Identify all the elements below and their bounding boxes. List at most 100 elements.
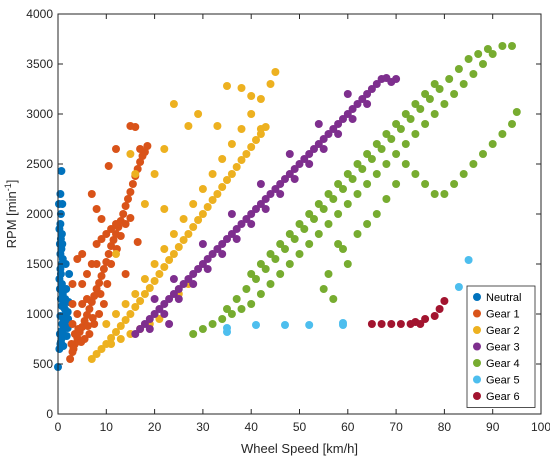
point-gear-1 [95, 279, 104, 287]
point-gear-4 [310, 215, 318, 223]
point-gear-1 [83, 295, 91, 303]
point-gear-2 [169, 230, 178, 238]
x-tick-label: 30 [196, 420, 210, 434]
point-gear-3 [136, 325, 145, 333]
point-gear-2 [237, 84, 246, 92]
legend-marker-gear-4 [473, 359, 481, 367]
point-gear-3 [247, 210, 256, 218]
point-gear-5 [464, 256, 473, 264]
point-gear-4 [261, 265, 270, 273]
point-neutral [62, 332, 71, 340]
point-gear-1 [92, 205, 101, 213]
point-gear-4 [339, 185, 347, 193]
point-gear-4 [358, 165, 367, 173]
point-gear-3 [213, 245, 222, 253]
point-gear-4 [266, 250, 275, 258]
point-gear-3 [256, 200, 265, 208]
point-gear-4 [339, 245, 347, 253]
point-gear-4 [469, 70, 478, 78]
point-neutral [57, 167, 66, 175]
point-gear-3 [242, 215, 251, 223]
point-gear-3 [198, 240, 207, 248]
point-gear-3 [174, 285, 183, 293]
point-neutral [58, 240, 67, 248]
point-gear-2 [189, 223, 198, 231]
point-gear-3 [227, 230, 236, 238]
point-gear-3 [295, 160, 304, 168]
point-gear-1 [97, 272, 106, 280]
legend-label-gear-1: Gear 1 [486, 309, 520, 321]
point-gear-4 [363, 180, 372, 188]
point-gear-4 [430, 190, 439, 198]
legend-marker-gear-6 [473, 392, 481, 400]
point-gear-4 [483, 45, 492, 53]
point-gear-5 [281, 321, 289, 329]
point-gear-4 [421, 120, 430, 128]
point-gear-1 [90, 320, 99, 328]
point-gear-1 [78, 250, 87, 258]
point-gear-4 [498, 42, 507, 50]
x-tick-label: 100 [531, 420, 550, 434]
point-gear-4 [198, 325, 207, 333]
point-gear-4 [208, 320, 217, 328]
point-gear-1 [92, 260, 101, 268]
point-gear-3 [276, 180, 285, 188]
point-gear-2 [266, 80, 275, 88]
point-gear-1 [99, 265, 108, 273]
point-gear-2 [150, 277, 159, 285]
x-tick-label: 20 [148, 420, 162, 434]
point-gear-4 [459, 170, 468, 178]
point-gear-2 [247, 92, 256, 100]
y-tick-label: 2500 [26, 157, 53, 171]
point-gear-6 [430, 312, 439, 320]
point-gear-2 [131, 170, 140, 178]
point-gear-3 [232, 235, 241, 243]
point-gear-2 [150, 260, 159, 268]
point-gear-4 [435, 85, 444, 93]
x-tick-label: 0 [55, 420, 62, 434]
point-gear-2 [194, 216, 203, 224]
point-gear-4 [450, 90, 459, 98]
point-gear-4 [459, 80, 468, 88]
point-gear-2 [237, 125, 246, 133]
point-gear-4 [276, 270, 285, 278]
point-gear-5 [223, 324, 231, 332]
point-gear-4 [295, 250, 304, 258]
legend-label-gear-6: Gear 6 [486, 391, 520, 403]
point-gear-2 [184, 122, 193, 130]
point-gear-1 [68, 280, 77, 288]
point-gear-4 [382, 195, 391, 203]
point-gear-4 [363, 220, 372, 228]
legend: Neutral Gear 1 Gear 2 Gear 3 Gear 4 Gear 5 Gea… [466, 285, 536, 408]
point-gear-1 [97, 215, 106, 223]
point-gear-1 [74, 325, 83, 333]
point-gear-4 [430, 80, 439, 88]
point-gear-4 [425, 95, 434, 103]
point-gear-4 [247, 270, 256, 278]
point-gear-2 [223, 82, 231, 90]
point-gear-4 [189, 330, 198, 338]
point-neutral [62, 285, 71, 293]
point-gear-1 [85, 330, 94, 338]
x-tick-label: 50 [293, 420, 307, 434]
y-tick-label: 3000 [26, 107, 53, 121]
point-gear-3 [348, 105, 357, 113]
point-gear-3 [285, 150, 294, 158]
point-gear-3 [266, 190, 275, 198]
point-gear-4 [295, 220, 304, 228]
point-gear-3 [227, 210, 236, 218]
point-gear-2 [160, 263, 169, 271]
point-gear-4 [469, 160, 478, 168]
point-gear-4 [421, 90, 430, 98]
point-gear-2 [198, 185, 207, 193]
point-gear-2 [145, 284, 154, 292]
y-axis-label: RPM [min-1] [3, 180, 19, 249]
point-gear-3 [189, 280, 198, 288]
point-gear-4 [266, 280, 275, 288]
point-gear-1 [143, 142, 152, 150]
point-gear-3 [252, 205, 260, 213]
point-gear-2 [107, 340, 116, 348]
point-gear-2 [169, 100, 178, 108]
point-gear-3 [358, 95, 367, 103]
point-gear-2 [140, 275, 149, 283]
